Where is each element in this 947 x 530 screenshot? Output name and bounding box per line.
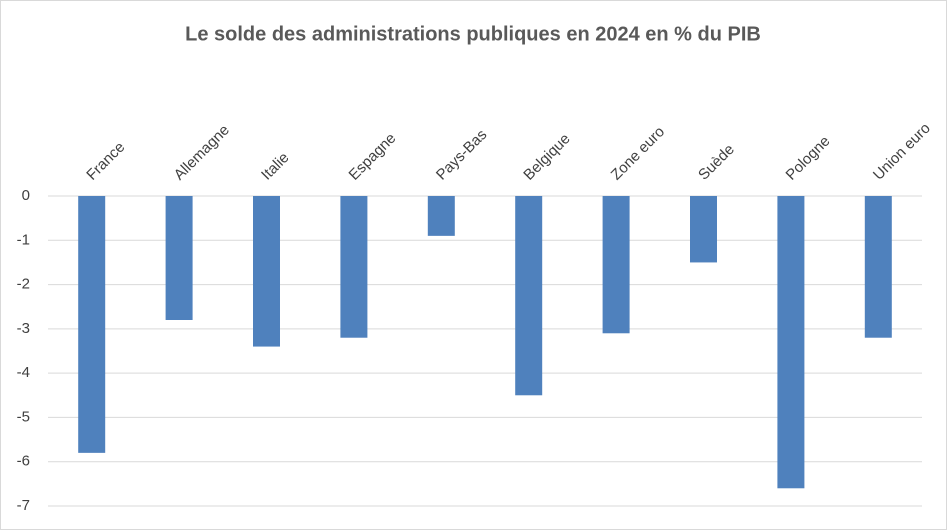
y-tick-label: -1 [17,231,30,248]
bar [427,196,455,236]
bar [690,196,717,263]
y-tick-label: -6 [17,453,30,470]
y-tick-label: -3 [17,320,30,337]
y-tick-label: -5 [17,408,30,425]
bar [165,196,193,320]
bar [864,196,892,338]
bar [515,196,543,396]
y-tick-label: -2 [17,276,30,293]
y-tick-label: 0 [22,187,30,204]
bar [340,196,368,338]
y-tick-label: -7 [17,497,30,514]
chart-title: Le solde des administrations publiques e… [185,23,761,45]
bar [253,196,280,347]
bar [78,196,106,453]
y-tick-label: -4 [17,364,30,381]
bar [777,196,805,489]
bar [602,196,630,334]
